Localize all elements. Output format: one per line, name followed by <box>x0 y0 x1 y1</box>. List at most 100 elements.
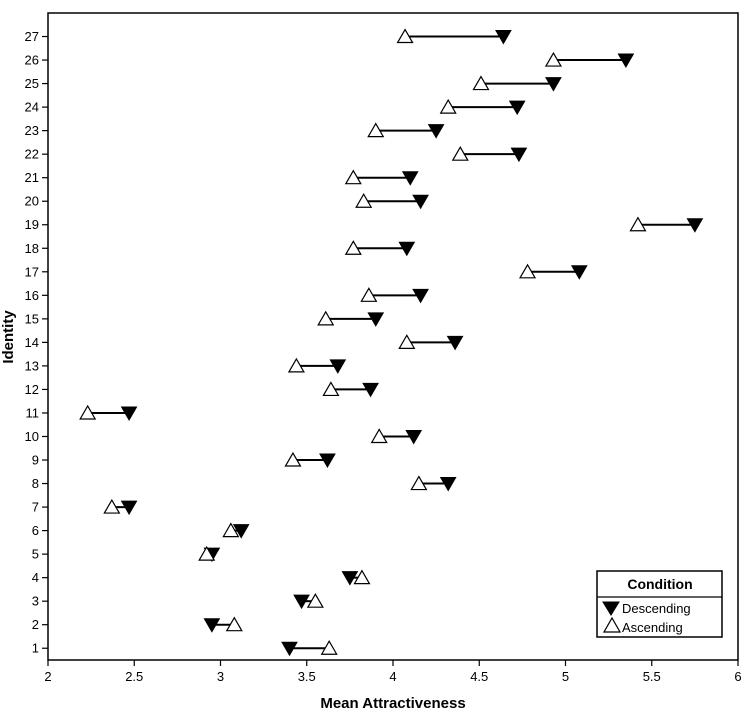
ascending-point <box>320 640 338 655</box>
y-tick-label: 26 <box>25 53 39 68</box>
y-tick-label: 13 <box>25 358 39 373</box>
x-axis: 2 2.5 3 3.5 4 4.5 5 5.5 6 <box>44 660 742 684</box>
y-tick-label: 5 <box>32 547 39 562</box>
y-tick-label: 25 <box>25 76 39 91</box>
ascending-point <box>353 569 371 585</box>
descending-point <box>545 77 562 92</box>
y-tick-label: 21 <box>25 170 39 185</box>
descending-point <box>495 30 512 45</box>
legend-descending-label: Descending <box>622 601 691 616</box>
descending-point <box>120 406 138 421</box>
y-axis: 1234567891011121314151617181920212223242… <box>25 29 48 656</box>
descending-point <box>120 500 138 516</box>
legend-ascending-marker <box>602 616 622 633</box>
descending-point <box>401 171 419 186</box>
descending-point <box>281 641 298 657</box>
ascending-point <box>451 145 469 161</box>
x-tick-label: 4.5 <box>470 669 488 684</box>
descending-point <box>439 477 457 492</box>
y-tick-label: 22 <box>25 147 39 162</box>
x-tick-label: 3 <box>217 669 224 684</box>
y-tick-label: 15 <box>25 311 39 326</box>
y-tick-label: 23 <box>25 123 39 138</box>
y-tick-label: 9 <box>32 453 39 468</box>
x-tick-label: 3.5 <box>298 669 316 684</box>
y-axis-title: Identity <box>0 310 17 364</box>
ascending-point <box>317 310 335 326</box>
ascending-point <box>322 381 340 397</box>
legend-descending-marker <box>602 601 620 616</box>
ascending-point <box>355 193 373 208</box>
y-tick-label: 27 <box>25 29 39 44</box>
ascending-point <box>519 263 537 279</box>
y-tick-label: 18 <box>25 241 39 256</box>
y-tick-label: 2 <box>32 617 39 632</box>
legend: Condition Descending Ascending <box>596 570 723 638</box>
y-tick-label: 3 <box>32 594 39 609</box>
ascending-point <box>396 28 414 44</box>
y-tick-label: 20 <box>25 194 39 209</box>
descending-point <box>412 194 429 210</box>
descending-point <box>405 429 423 445</box>
x-tick-label: 5.5 <box>643 669 661 684</box>
y-tick-label: 17 <box>25 264 39 279</box>
descending-point <box>412 288 429 304</box>
y-tick-label: 14 <box>25 335 39 350</box>
ascending-point <box>198 545 216 561</box>
ascending-point <box>629 216 647 232</box>
ascending-point <box>360 287 378 302</box>
descending-point <box>329 359 347 374</box>
ascending-point <box>103 498 121 514</box>
descending-point <box>341 571 359 586</box>
ascending-point <box>344 240 362 255</box>
plot-frame <box>47 12 739 661</box>
x-tick-label: 6 <box>734 669 741 684</box>
ascending-point <box>222 522 240 538</box>
ascending-point <box>410 475 428 491</box>
ascending-point <box>225 616 243 632</box>
descending-point <box>510 147 528 163</box>
descending-point <box>686 218 704 233</box>
x-tick-label: 2.5 <box>125 669 143 684</box>
descending-point <box>319 453 336 469</box>
ascending-point <box>79 404 97 420</box>
ascending-point <box>367 122 385 138</box>
descending-point <box>508 100 526 116</box>
x-tick-label: 2 <box>44 669 51 684</box>
legend-title: Condition <box>627 576 692 592</box>
descending-point <box>446 335 464 351</box>
ascending-point <box>370 428 388 444</box>
ascending-point <box>544 51 562 67</box>
legend-ascending-label: Ascending <box>622 620 683 635</box>
y-tick-label: 24 <box>25 100 39 115</box>
descending-point <box>570 265 588 280</box>
descending-point <box>367 312 385 327</box>
y-tick-label: 10 <box>25 429 39 444</box>
ascending-point <box>284 451 302 467</box>
y-tick-label: 16 <box>25 288 39 303</box>
descending-point <box>362 382 379 398</box>
x-axis-title: Mean Attractiveness <box>320 695 465 712</box>
descending-point <box>617 53 635 69</box>
ascending-point <box>344 169 362 185</box>
descending-point <box>293 594 310 610</box>
y-tick-label: 11 <box>26 405 40 420</box>
descending-point <box>427 124 445 139</box>
descending-point <box>203 618 221 633</box>
ascending-point <box>439 98 457 114</box>
y-tick-label: 1 <box>32 641 39 656</box>
y-tick-label: 4 <box>32 570 39 585</box>
y-tick-label: 8 <box>32 476 39 491</box>
y-tick-label: 6 <box>32 523 39 538</box>
descending-point <box>398 241 416 257</box>
ascending-point <box>287 357 305 373</box>
ascending-point <box>398 334 416 349</box>
y-tick-label: 19 <box>25 217 39 232</box>
y-tick-label: 7 <box>32 500 39 515</box>
y-tick-label: 12 <box>25 382 39 397</box>
ascending-point <box>472 75 490 91</box>
ascending-point <box>306 592 324 608</box>
plot-area <box>47 12 739 661</box>
connector-lines <box>87 35 695 650</box>
